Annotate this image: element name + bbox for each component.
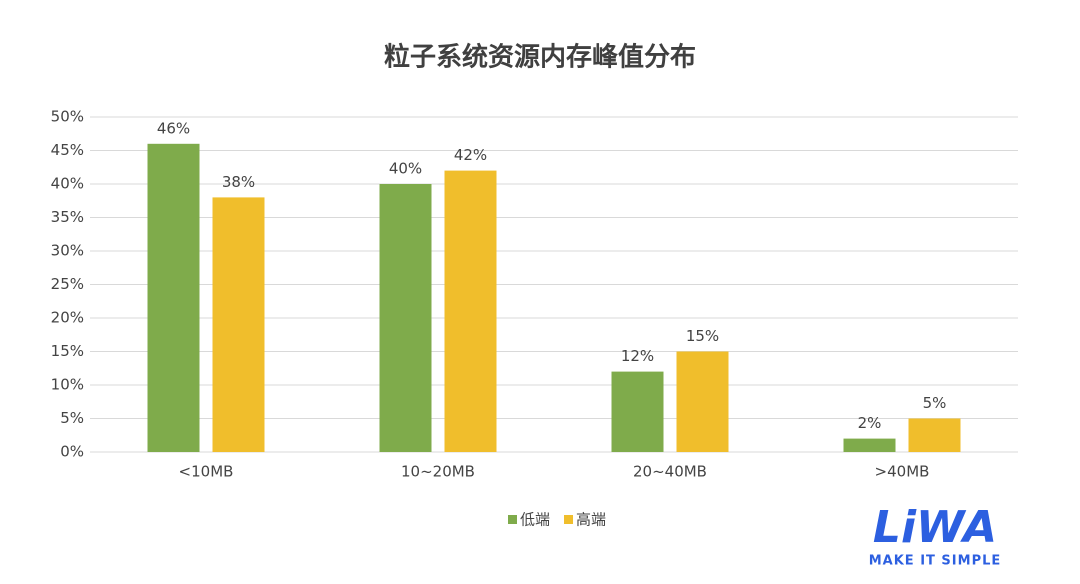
value-label: 12% xyxy=(621,347,654,365)
chart-title: 粒子系统资源内存峰值分布 xyxy=(384,42,696,73)
bar xyxy=(212,197,265,452)
value-label: 2% xyxy=(858,414,882,432)
y-tick-label: 0% xyxy=(60,443,84,461)
legend-swatch xyxy=(508,515,517,524)
y-tick-label: 10% xyxy=(51,376,84,394)
bar xyxy=(676,351,729,452)
y-tick-label: 45% xyxy=(51,141,84,159)
bar xyxy=(379,184,432,452)
value-label: 46% xyxy=(157,119,190,137)
y-tick-label: 50% xyxy=(51,108,84,126)
logo-mark: LiWA xyxy=(873,502,997,553)
legend-label: 低端 xyxy=(520,511,550,529)
x-tick-label: 10~20MB xyxy=(401,463,475,481)
x-tick-label: >40MB xyxy=(875,463,930,481)
x-tick-label: 20~40MB xyxy=(633,463,707,481)
value-label: 40% xyxy=(389,160,422,178)
y-tick-label: 40% xyxy=(51,175,84,193)
y-tick-label: 20% xyxy=(51,309,84,327)
y-tick-label: 15% xyxy=(51,342,84,360)
y-tick-label: 30% xyxy=(51,242,84,260)
bar xyxy=(843,438,896,452)
value-label: 38% xyxy=(222,173,255,191)
y-tick-label: 25% xyxy=(51,275,84,293)
logo-tagline: MAKE IT SIMPLE xyxy=(869,554,1002,569)
bar xyxy=(147,143,200,453)
legend-swatch xyxy=(564,515,574,524)
y-tick-label: 35% xyxy=(51,208,84,226)
bar xyxy=(611,371,664,452)
value-label: 42% xyxy=(454,146,487,164)
y-tick-label: 5% xyxy=(60,409,84,427)
value-label: 15% xyxy=(686,327,719,345)
bar xyxy=(908,418,961,452)
bar xyxy=(444,170,497,452)
legend-label: 高端 xyxy=(576,511,606,529)
value-label: 5% xyxy=(923,394,947,412)
x-tick-label: <10MB xyxy=(179,463,234,481)
